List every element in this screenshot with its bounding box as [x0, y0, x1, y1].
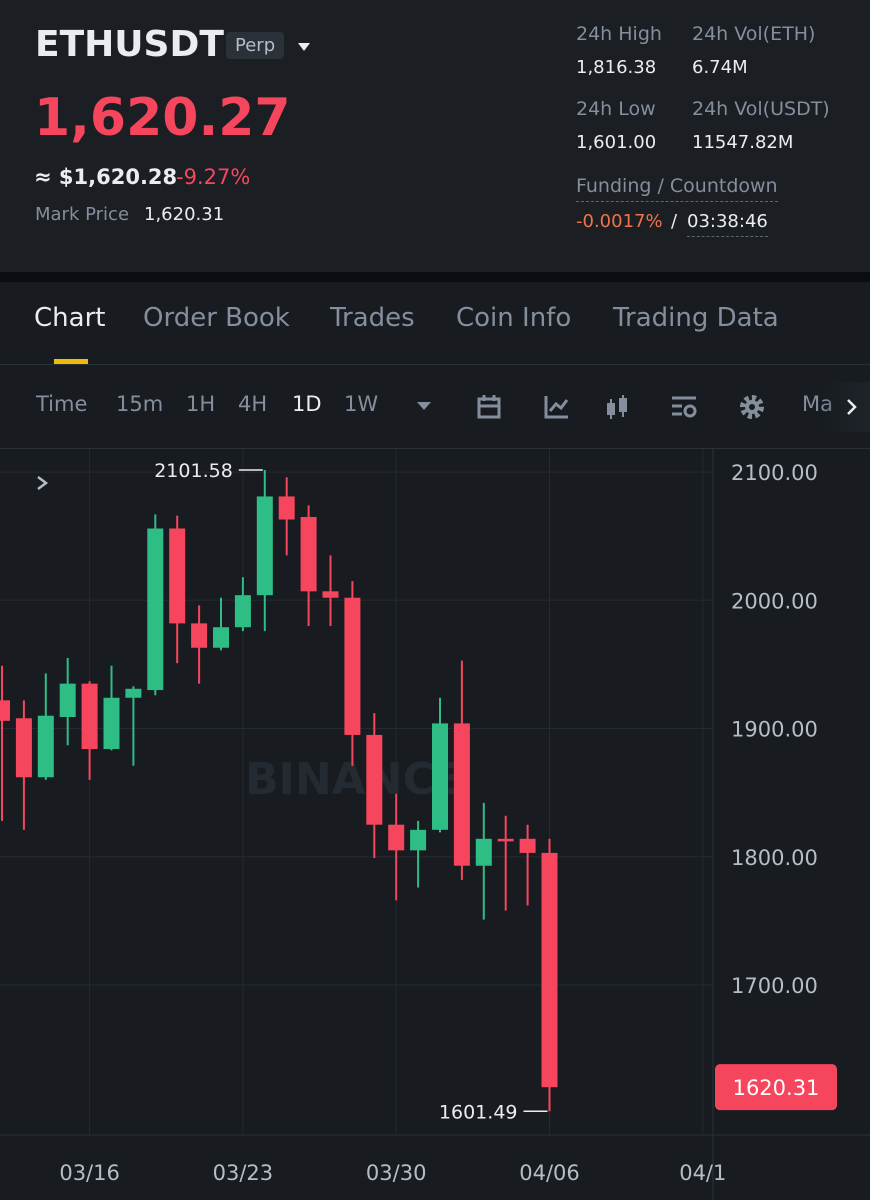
stat-label: 24h Vol(ETH) — [692, 23, 816, 45]
candle-body — [278, 496, 295, 520]
separator: / — [671, 211, 678, 232]
symbol[interactable]: ETHUSDT — [35, 24, 224, 65]
mark-label: Mark Price — [35, 204, 130, 225]
candle-body — [103, 697, 120, 750]
stat-value: 11547.82M — [692, 132, 794, 153]
divider — [0, 448, 870, 449]
candle-body — [475, 838, 492, 866]
icon[interactable] — [477, 395, 501, 419]
candle-body — [256, 496, 273, 596]
candle-body — [453, 723, 470, 866]
tab[interactable]: Trading Data — [613, 303, 779, 333]
tab[interactable]: Coin Info — [456, 303, 572, 333]
candle-body — [497, 838, 514, 842]
toolbar-label: Time — [36, 392, 88, 416]
candle-body — [234, 595, 251, 628]
dropdown-icon[interactable] — [297, 42, 311, 52]
interval[interactable]: 15m — [116, 392, 164, 416]
candle-body — [410, 829, 427, 851]
x-tick-label: 04/1 — [679, 1161, 726, 1185]
countdown: 03:38:46 — [687, 211, 768, 237]
interval[interactable]: 1W — [344, 392, 379, 416]
badge: Perp — [226, 32, 285, 59]
x-tick-label: 03/16 — [59, 1161, 120, 1185]
candle-body — [37, 715, 54, 778]
x-tick-label: 04/06 — [519, 1161, 580, 1185]
funding-rate: -0.0017% — [576, 211, 663, 232]
candle-body — [191, 623, 208, 648]
scroll-fade — [820, 382, 870, 432]
candle-body — [169, 528, 186, 624]
y-tick-label: 1800.00 — [731, 846, 818, 870]
high-label: 2101.58 — [154, 460, 233, 482]
tab-indicator — [54, 359, 88, 364]
stat-value: 6.74M — [692, 57, 748, 78]
candle-body — [81, 683, 98, 750]
icon[interactable] — [544, 396, 569, 419]
candle-body — [322, 591, 339, 598]
x-tick-label: 03/30 — [366, 1161, 427, 1185]
interval[interactable]: 1H — [186, 392, 216, 416]
stat-label: 24h Vol(USDT) — [692, 98, 830, 120]
y-tick-label: 1900.00 — [731, 718, 818, 742]
approx-price: ≈ $1,620.28 — [34, 165, 178, 189]
icon[interactable] — [672, 396, 697, 418]
header: ETHUSDT Perp 1,620.27 ≈ $1,620.28 -9.27%… — [0, 0, 870, 272]
candle-body — [300, 516, 317, 592]
price-tag-label: 1620.31 — [733, 1076, 820, 1100]
more-intervals[interactable] — [416, 401, 432, 411]
icon[interactable] — [740, 395, 764, 419]
candle-body — [541, 852, 558, 1088]
icon[interactable] — [607, 395, 627, 419]
chart: BINANCE 2100.00 2000.00 1900.00 1800.00 1700… — [0, 449, 870, 1200]
stat-label: 24h Low — [576, 98, 656, 120]
candle-body — [519, 838, 536, 853]
tab[interactable]: Chart — [34, 303, 106, 333]
mark-value: 1,620.31 — [144, 204, 225, 225]
divider — [0, 364, 870, 365]
divider — [0, 272, 870, 282]
candle-body — [0, 700, 10, 721]
expand-icon[interactable] — [37, 476, 49, 490]
candle-body — [15, 718, 32, 778]
price-tag — [715, 1064, 837, 1111]
candle-body — [388, 824, 405, 851]
candle-body — [147, 528, 164, 691]
y-tick-label: 2100.00 — [731, 461, 818, 485]
y-tick-label: 1700.00 — [731, 974, 818, 998]
candle-body — [125, 688, 142, 698]
low-label: 1601.49 — [439, 1101, 518, 1123]
stat-value: 1,601.00 — [576, 132, 657, 153]
change: -9.27% — [176, 165, 251, 189]
watermark: BINANCE — [245, 754, 465, 805]
y-tick-label: 2000.00 — [731, 589, 818, 613]
last-price: 1,620.27 — [34, 88, 291, 148]
interval[interactable]: 1D — [292, 392, 322, 416]
funding-label[interactable]: Funding / Countdown — [576, 175, 778, 202]
interval[interactable]: 4H — [238, 392, 268, 416]
x-tick-label: 03/23 — [213, 1161, 274, 1185]
tab[interactable]: Trades — [330, 303, 415, 333]
candle-body — [59, 683, 76, 717]
tab[interactable]: Order Book — [143, 303, 290, 333]
candle-body — [366, 734, 383, 825]
stat-label: 24h High — [576, 23, 662, 45]
scroll-right[interactable] — [846, 398, 858, 416]
stat-value: 1,816.38 — [576, 57, 657, 78]
candle-body — [432, 723, 448, 830]
toolbar-icons — [477, 395, 764, 419]
candle-body — [344, 597, 361, 735]
candle-body — [213, 627, 229, 648]
